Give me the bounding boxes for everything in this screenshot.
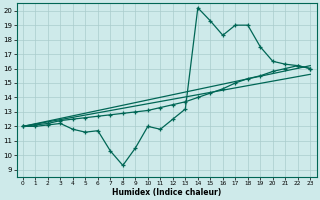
X-axis label: Humidex (Indice chaleur): Humidex (Indice chaleur) (112, 188, 221, 197)
